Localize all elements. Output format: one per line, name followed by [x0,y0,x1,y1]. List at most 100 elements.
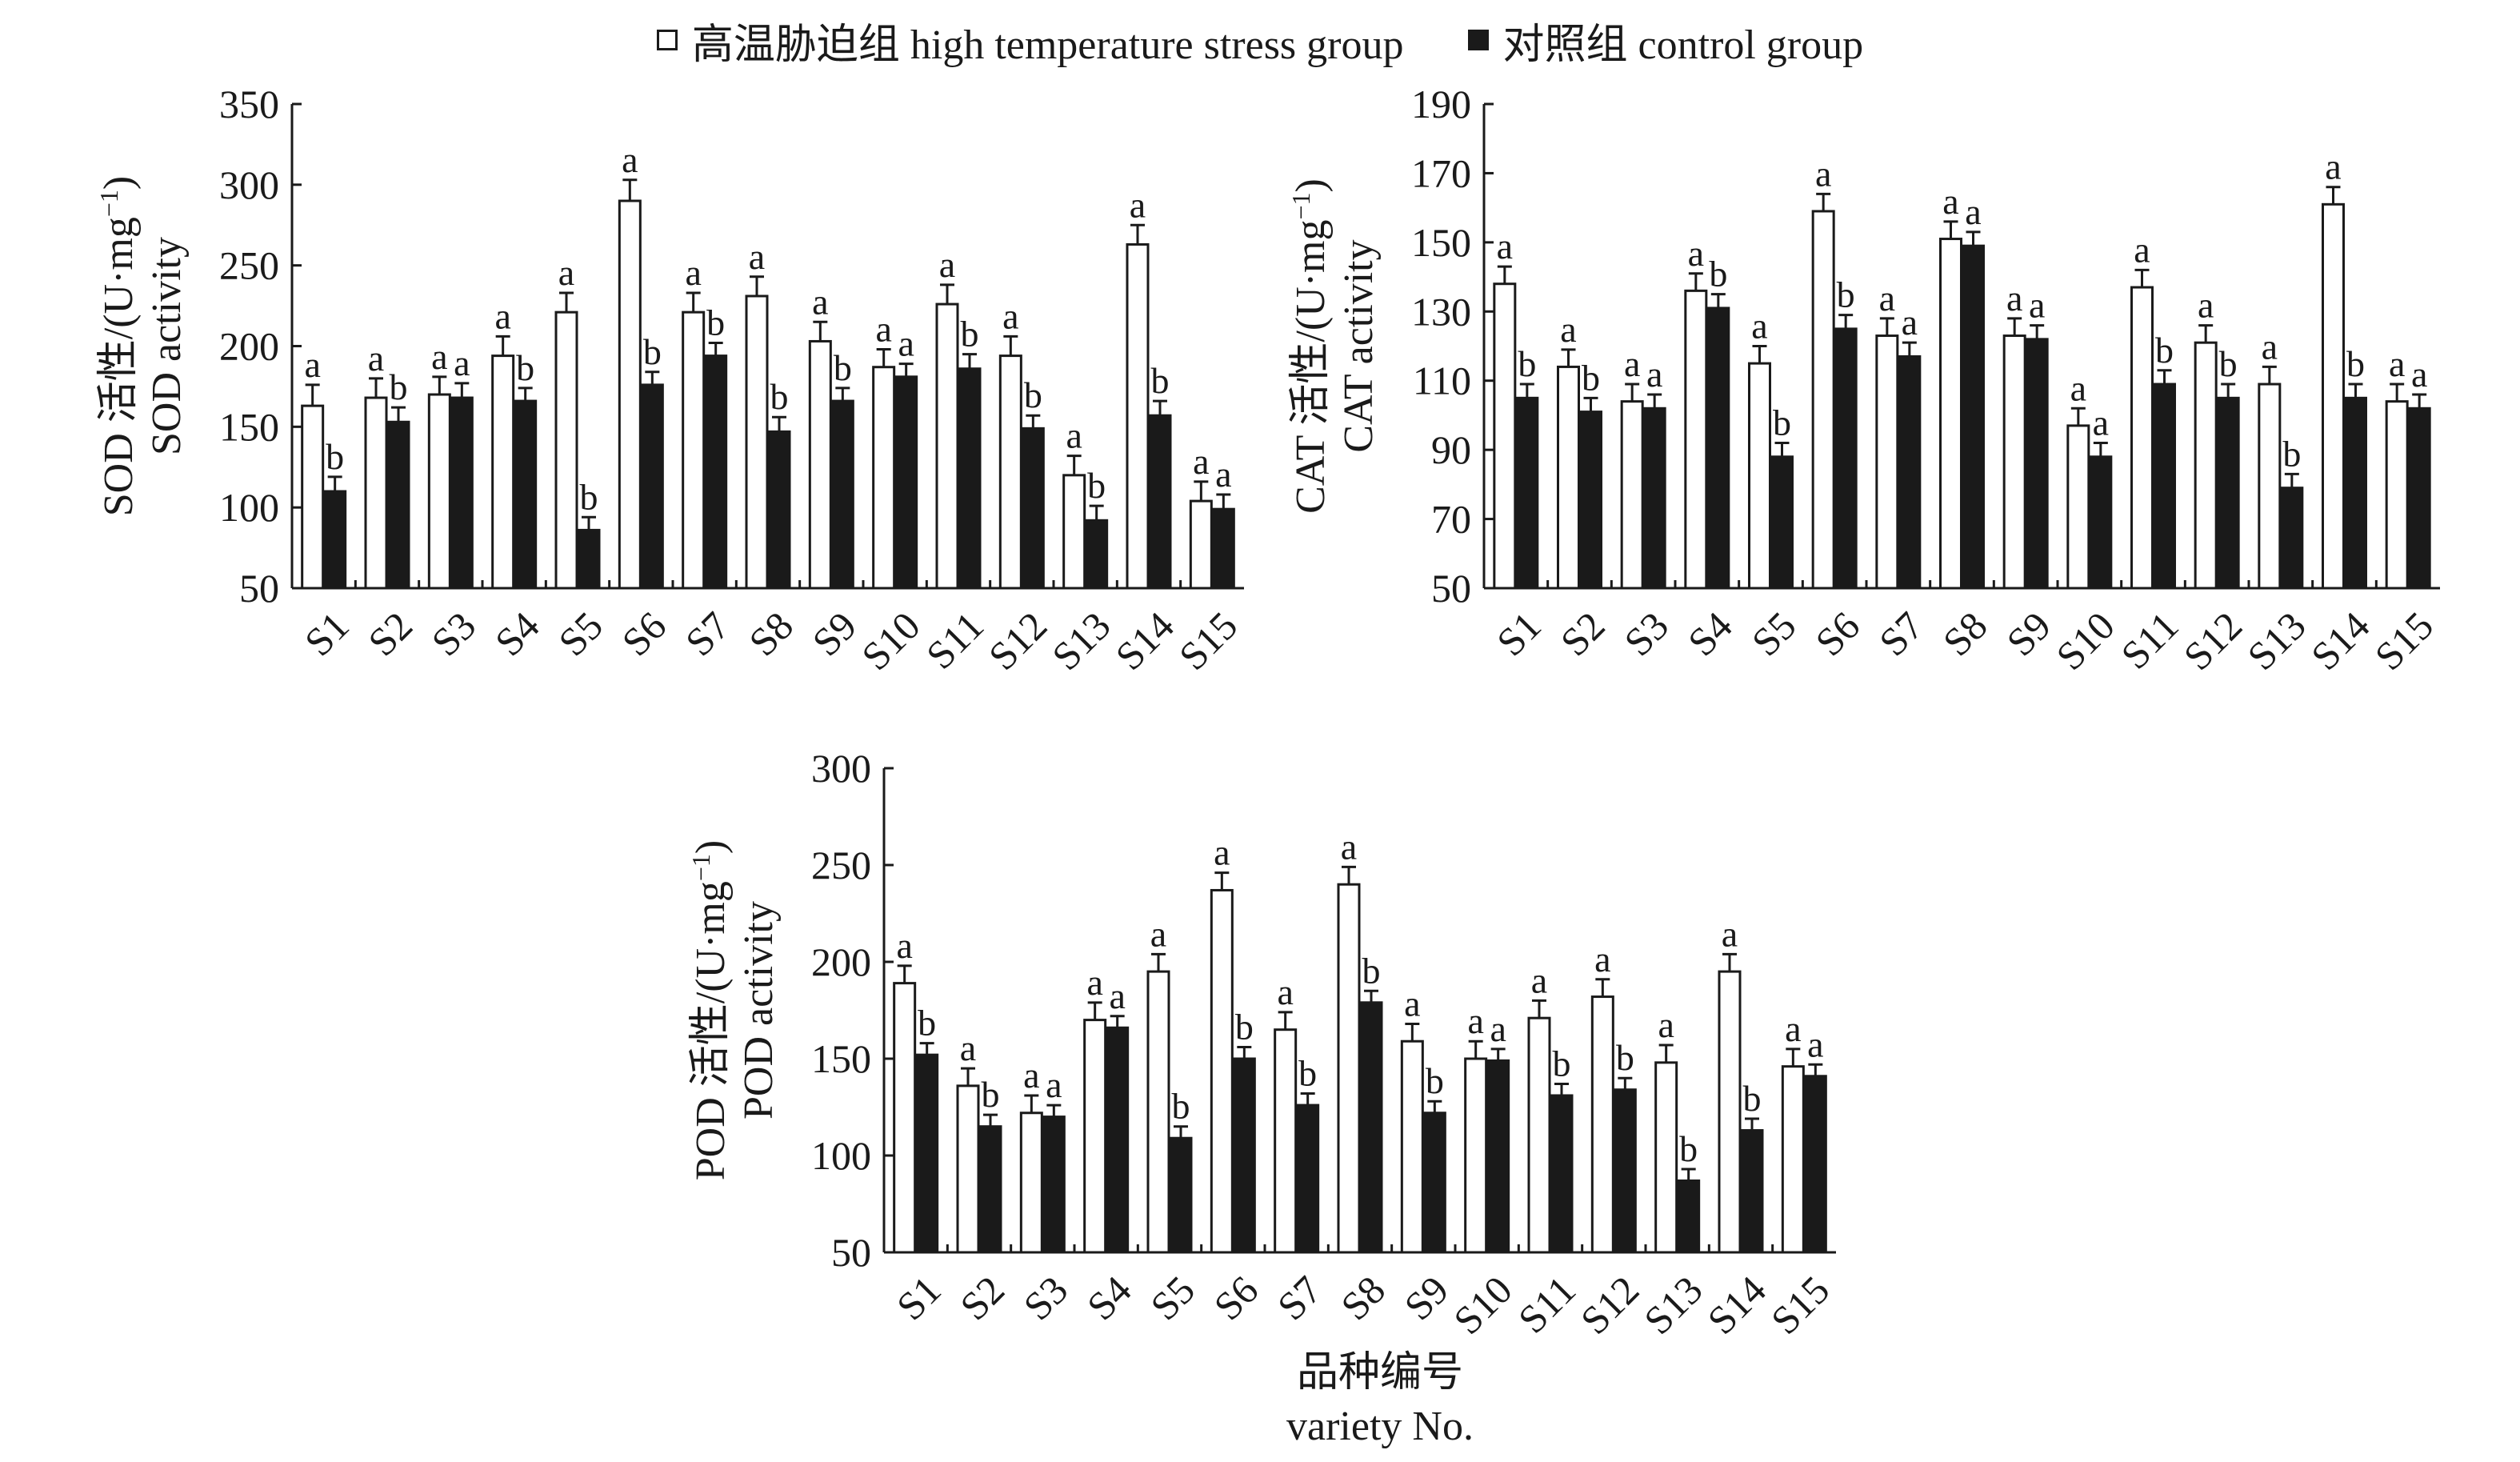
pod-significance-letter: b [1362,950,1381,991]
cat-y-axis-title: CAT 活性/(U·mg−1) [1286,178,1334,514]
pod-bar-control [1169,1136,1193,1254]
pod-significance-letter: a [1341,826,1357,867]
sod-bar-stress [872,366,896,590]
pod-bar-stress [1210,888,1234,1254]
sod-x-tick-label: S14 [1106,603,1182,679]
legend-label-stress: 高温胁迫组 high temperature stress group [691,22,1404,68]
sod-y-tick-label: 50 [239,566,279,611]
pod-significance-letter: b [982,1074,1000,1115]
pod-significance-letter: a [896,925,912,966]
cat-bar-stress [1557,365,1580,590]
sod-significance-letter: b [326,436,344,477]
pod-significance-letter: a [1594,939,1610,979]
sod-y-tick-label: 300 [219,162,279,207]
cat-significance-letter: a [1624,343,1640,384]
x-axis-title-en: variety No. [1286,1404,1474,1449]
pod-bar-stress [1718,970,1742,1254]
sod-significance-letter: a [939,244,955,285]
pod-significance-letter: b [1235,1006,1254,1047]
sod-y-axis-subtitle: SOD activity [144,237,190,455]
pod-bar-stress [1527,1016,1551,1254]
pod-bar-stress [1274,1028,1298,1254]
sod-x-tick-label: S1 [296,603,358,664]
pod-x-tick-label: S4 [1078,1267,1140,1328]
sod-x-tick-label: S10 [853,603,929,679]
sod-x-tick-label: S6 [613,603,674,664]
pod-bar-stress [1019,1112,1043,1254]
pod-y-tick-label: 200 [811,939,871,984]
cat-significance-letter: a [2029,285,2045,326]
cat-x-tick-label: S11 [2112,603,2186,677]
cat-significance-letter: a [1965,191,1981,232]
sod-x-tick-label: S2 [359,603,421,664]
sod-significance-letter: a [749,236,765,277]
sod-significance-letter: b [643,331,662,372]
pod-significance-letter: a [1214,832,1230,873]
pod-x-tick-label: S1 [888,1267,950,1328]
sod-significance-letter: a [454,342,470,383]
cat-bar-stress [2385,400,2409,590]
cat-bar-control [1579,411,1602,590]
pod-bar-control [1550,1094,1574,1254]
legend: 高温胁迫组 high temperature stress group 对照组 … [0,10,2520,70]
sod-x-tick-label: S9 [803,603,865,664]
pod-bar-control [1359,1001,1383,1254]
cat-y-tick-label: 90 [1431,427,1471,472]
sod-significance-letter: b [961,314,979,354]
sod-significance-letter: a [1002,295,1018,336]
pod-significance-letter: a [1109,975,1125,1016]
pod-y-tick-label: 250 [811,843,871,887]
cat-bar-stress [2002,334,2026,590]
cat-bar-control [1515,396,1539,590]
pod-x-tick-label: S2 [951,1267,1013,1328]
pod-significance-letter: b [1426,1060,1444,1101]
sod-bar-control [704,354,728,590]
cat-bar-control [1962,244,1985,590]
pod-bar-stress [956,1084,980,1254]
cat-y-tick-label: 150 [1411,220,1471,265]
pod-bar-control [978,1125,1002,1254]
sod-significance-letter: a [304,344,320,385]
cat-x-tick-label: S3 [1615,603,1677,664]
sod-y-tick-label: 200 [219,324,279,369]
cat-x-tick-label: S9 [1998,603,2059,664]
cat-x-tick-label: S14 [2302,603,2378,679]
sod-significance-letter: a [1066,415,1082,456]
cat-bar-stress [2194,341,2218,590]
pod-significance-letter: a [960,1027,976,1068]
cat-bar-control [1898,354,1922,590]
pod-bar-stress [1464,1057,1488,1254]
pod-x-tick-label: S10 [1445,1267,1521,1343]
cat-bar-stress [1939,238,1962,590]
pod-x-tick-label: S13 [1635,1267,1711,1343]
pod-y-axis-subtitle: POD activity [736,901,782,1120]
sod-bar-control [514,399,538,590]
pod-y-axis-title: POD 活性/(U·mg−1) [686,840,734,1180]
pod-y-tick-label: 150 [811,1036,871,1081]
pod-significance-letter: b [1172,1086,1190,1127]
cat-significance-letter: b [1582,357,1600,398]
sod-bar-stress [745,294,769,590]
pod-significance-letter: a [1807,1023,1823,1064]
cat-bar-stress [1493,282,1517,590]
cat-bar-control [2407,407,2431,590]
cat-bar-control [1834,327,1858,590]
legend-item-control: 对照组 control group [1467,10,1863,70]
cat-x-tick-label: S2 [1552,603,1614,664]
pod-y-tick-label: 50 [831,1230,871,1275]
cat-significance-letter: a [2262,326,2278,367]
cat-bar-control [2025,338,2049,590]
sod-bar-control [450,396,474,590]
pod-significance-letter: a [1490,1008,1506,1049]
cat-significance-letter: b [1518,343,1536,384]
cat-x-tick-label: S1 [1488,603,1550,664]
sod-y-tick-label: 100 [219,485,279,530]
pod-x-tick-label: S9 [1395,1267,1457,1328]
cat-y-tick-label: 50 [1431,566,1471,611]
sod-significance-letter: b [834,347,852,388]
pod-significance-letter: b [1743,1078,1762,1119]
pod-x-tick-label: S12 [1572,1267,1648,1343]
pod-bar-control [1232,1057,1256,1254]
